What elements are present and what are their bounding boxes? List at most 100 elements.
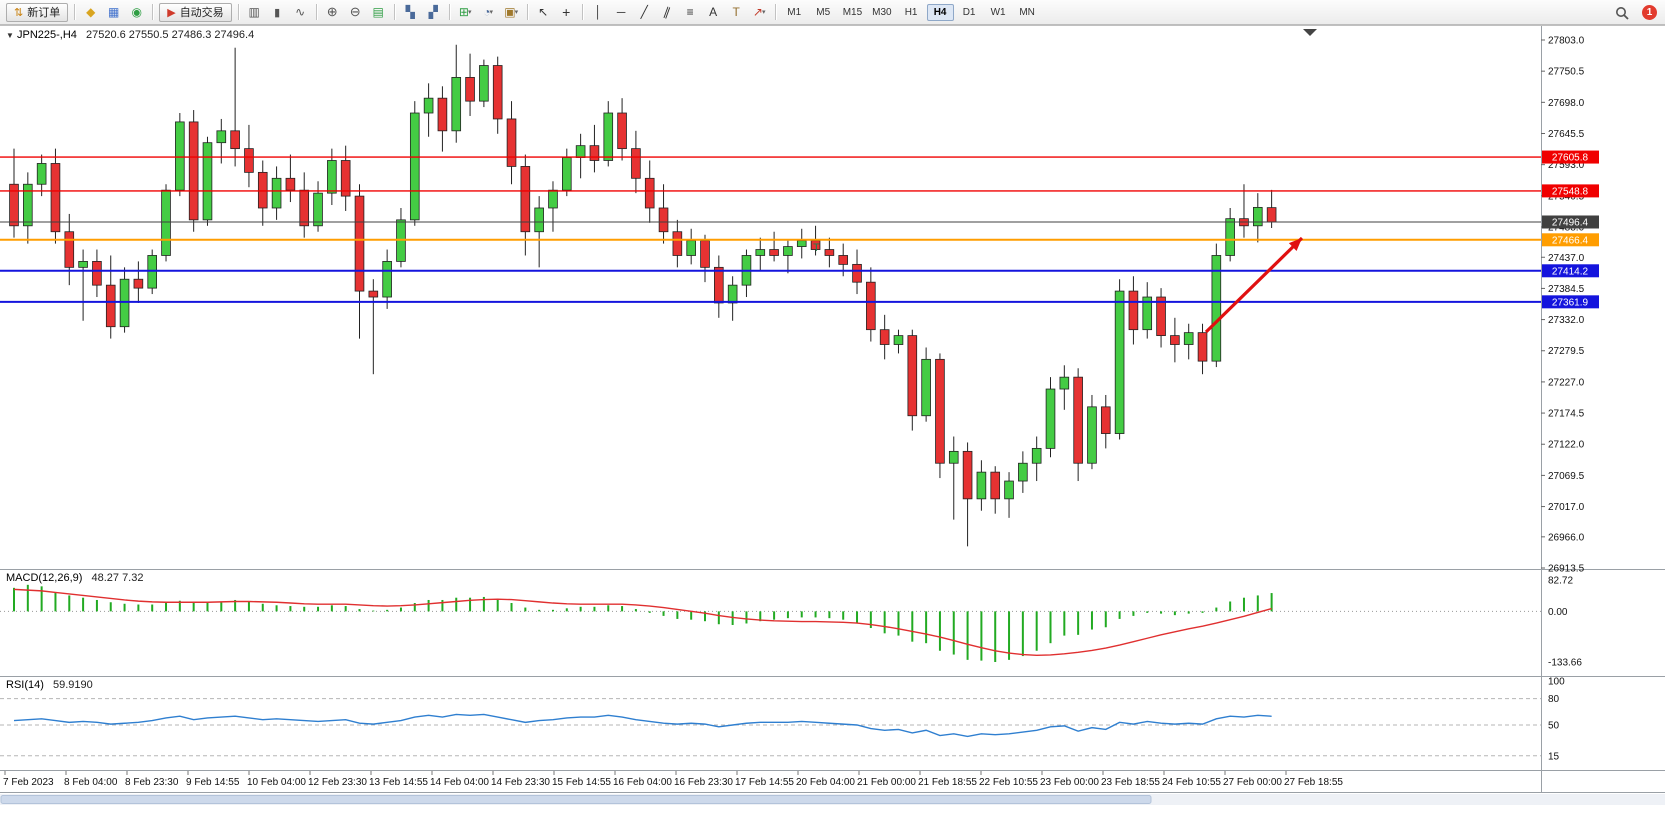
macd-values: 48.27 7.32 (91, 572, 144, 584)
time-axis[interactable]: 7 Feb 2023 8 Feb 04:00 8 Feb 23:30 9 Feb 14… (3, 771, 1343, 788)
svg-text:15 Feb 14:55: 15 Feb 14:55 (552, 777, 611, 788)
svg-text:20 Feb 04:00: 20 Feb 04:00 (796, 777, 855, 788)
line-chart-icon[interactable]: ∿ (295, 5, 306, 19)
tile-windows-icon[interactable]: ▚ (405, 5, 415, 19)
periods-icon[interactable]: ◔ ▾ (483, 5, 494, 19)
price-badge (1542, 150, 1599, 164)
svg-text:24 Feb 10:55: 24 Feb 10:55 (1162, 777, 1221, 788)
chart-text-annotation[interactable]: T (813, 242, 820, 254)
toolbar-separator (74, 4, 76, 20)
zoom-in-icon[interactable]: ⊕ (326, 4, 338, 19)
svg-text:27496.4: 27496.4 (1552, 217, 1589, 228)
horizontal-line-icon[interactable]: ─ (616, 5, 626, 19)
svg-text:27645.5: 27645.5 (1548, 129, 1585, 140)
svg-text:14 Feb 04:00: 14 Feb 04:00 (430, 777, 489, 788)
zoom-out-icon[interactable]: ⊖ (349, 4, 361, 19)
level-lines[interactable]: 27605.8 27548.8 27496.4 27466.4 27414.2 27361… (0, 150, 1599, 309)
timeframe-M5[interactable]: M5 (816, 6, 831, 18)
search-icon[interactable] (1610, 2, 1633, 23)
svg-text:27227.0: 27227.0 (1548, 377, 1585, 388)
pane-frame (0, 25, 1665, 793)
market-watch-icon[interactable]: ◆ (86, 5, 96, 19)
rsi-value: 59.9190 (52, 679, 93, 691)
timeframe-W1[interactable]: W1 (990, 6, 1006, 18)
h-scrollbar-thumb[interactable] (0, 795, 1152, 804)
svg-text:26913.5: 26913.5 (1548, 564, 1585, 575)
toolbar-separator (152, 4, 154, 20)
autotrading-button[interactable]: ▶ 自动交易 (159, 2, 232, 22)
toolbar-separator (393, 4, 395, 20)
candlestick-chart-icon[interactable]: ▮ (274, 6, 281, 19)
svg-text:0.00: 0.00 (1548, 607, 1568, 618)
bar-chart-icon[interactable]: ▥ (248, 5, 260, 19)
channel-icon[interactable]: ∥ (661, 4, 673, 20)
toolbar-separator (774, 4, 776, 20)
svg-text:27279.5: 27279.5 (1548, 346, 1585, 357)
text-icon[interactable]: A (709, 5, 718, 19)
notification-badge[interactable]: 1 (1642, 5, 1657, 20)
chart-area[interactable]: 27803.027750.527698.027645.527593.027540… (0, 0, 1665, 812)
svg-text:27803.0: 27803.0 (1548, 36, 1585, 47)
timeframe-M30[interactable]: M30 (872, 6, 892, 18)
vertical-line-icon[interactable]: │ (594, 5, 602, 19)
svg-text:15: 15 (1548, 751, 1560, 762)
price-badge (1542, 233, 1599, 247)
svg-text:80: 80 (1548, 694, 1560, 705)
trendline-icon[interactable]: ╱ (640, 5, 648, 19)
svg-text:23 Feb 00:00: 23 Feb 00:00 (1040, 777, 1099, 788)
macd-name: MACD(12,26,9) (6, 572, 83, 584)
toolbar-separator (315, 4, 317, 20)
arrows-icon[interactable]: ↗ ▾ (752, 5, 766, 19)
toolbar-separator (448, 4, 450, 20)
svg-text:82.72: 82.72 (1548, 576, 1573, 587)
timeframe-H1[interactable]: H1 (904, 6, 918, 18)
svg-text:50: 50 (1548, 721, 1560, 732)
svg-text:16 Feb 23:30: 16 Feb 23:30 (674, 777, 733, 788)
svg-text:27414.2: 27414.2 (1552, 266, 1589, 277)
timeframe-H4[interactable]: H4 (926, 3, 954, 21)
svg-text:27593.0: 27593.0 (1548, 160, 1585, 171)
chart-collapse-icon[interactable]: ▼ (6, 31, 14, 40)
data-window-icon[interactable]: ▦ (108, 5, 120, 19)
new-order-icon: ⇅ (14, 6, 24, 19)
autotrading-icon: ▶ (167, 6, 176, 19)
templates-icon[interactable]: ▣ ▾ (504, 5, 519, 19)
crosshair-icon[interactable]: + (562, 4, 571, 20)
svg-text:27466.4: 27466.4 (1552, 235, 1589, 246)
text-label-icon[interactable]: T (732, 5, 740, 19)
new-chart-icon[interactable]: ⊞ ▾ (458, 5, 472, 19)
svg-text:100: 100 (1548, 677, 1565, 688)
trend-arrow[interactable] (1204, 236, 1304, 334)
autotrading-button-label: 自动交易 (179, 7, 224, 19)
chart-shift-marker[interactable] (1303, 29, 1317, 36)
svg-text:17 Feb 14:55: 17 Feb 14:55 (735, 777, 794, 788)
timeframe-MN[interactable]: MN (1019, 6, 1035, 18)
svg-text:27605.8: 27605.8 (1552, 153, 1589, 164)
svg-text:7 Feb 2023: 7 Feb 2023 (3, 777, 54, 788)
svg-text:27017.0: 27017.0 (1548, 502, 1585, 513)
new-order-button[interactable]: ⇅ 新订单 (6, 2, 69, 22)
svg-text:27 Feb 00:00: 27 Feb 00:00 (1223, 777, 1282, 788)
fibonacci-icon[interactable]: ≡ (686, 5, 694, 19)
macd-pane: 82.72 0.00 -133.66 (0, 576, 1582, 669)
svg-text:27 Feb 18:55: 27 Feb 18:55 (1284, 777, 1343, 788)
ohlc-values: 27520.6 27550.5 27486.3 27496.4 (85, 29, 255, 41)
toolbar-right: 1 (1610, 0, 1657, 25)
svg-text:27437.0: 27437.0 (1548, 253, 1585, 264)
timeframe-M1[interactable]: M1 (787, 6, 802, 18)
svg-text:8 Feb 23:30: 8 Feb 23:30 (125, 777, 179, 788)
svg-text:9 Feb 14:55: 9 Feb 14:55 (186, 777, 240, 788)
cursor-icon[interactable]: ↖ (538, 5, 549, 19)
svg-text:27548.8: 27548.8 (1552, 186, 1589, 197)
svg-text:14 Feb 23:30: 14 Feb 23:30 (491, 777, 550, 788)
new-order-button-label: 新订单 (27, 7, 61, 19)
indicators-icon[interactable]: ▤ (372, 5, 384, 19)
toolbar: ⇅ 新订单 ◆ ▦ ◉ ▶ 自动交易 ▥ ▮ ∿ ⊕ ⊖ ▤ ▚ ▞ ⊞ ▾ ◔ ▾ ▣ ▾ ↖ + │ ─ ╱ ∥ ≡ A T ↗ ▾ M1 M… (0, 0, 1665, 25)
svg-text:27361.9: 27361.9 (1552, 297, 1589, 308)
timeframe-D1[interactable]: D1 (962, 6, 976, 18)
search-icon-glyph (1615, 6, 1629, 20)
rsi-pane: 100 80 50 15 (0, 677, 1565, 762)
cascade-windows-icon[interactable]: ▞ (428, 5, 438, 19)
navigator-icon[interactable]: ◉ (131, 5, 142, 19)
timeframe-M15[interactable]: M15 (842, 6, 863, 18)
